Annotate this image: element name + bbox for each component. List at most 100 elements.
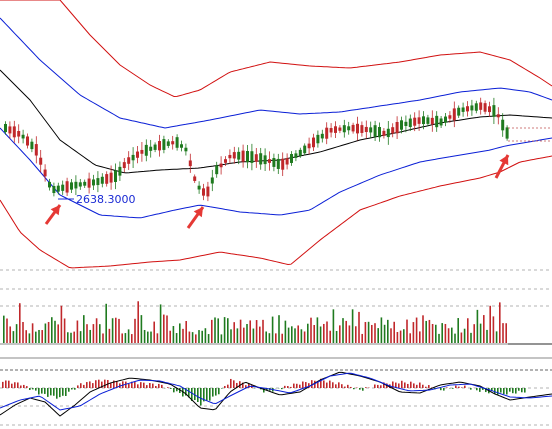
candle-body bbox=[360, 125, 364, 133]
candle-body bbox=[439, 118, 443, 126]
histogram-bar bbox=[161, 384, 163, 388]
volume-bar bbox=[211, 319, 213, 343]
candle-body bbox=[404, 121, 408, 126]
candle-body bbox=[501, 119, 505, 131]
volume-bar bbox=[118, 318, 120, 343]
histogram-bar bbox=[341, 384, 343, 388]
candle-body bbox=[338, 127, 342, 131]
histogram-bar bbox=[422, 384, 424, 388]
volume-bar bbox=[483, 315, 485, 343]
candle-body bbox=[219, 163, 223, 168]
candle-body bbox=[276, 158, 280, 169]
volume-bar bbox=[3, 315, 5, 343]
volume-bar bbox=[57, 324, 59, 343]
volume-bar bbox=[403, 329, 405, 343]
histogram-bar bbox=[296, 383, 298, 388]
volume-bar bbox=[79, 331, 82, 343]
histogram-bar bbox=[23, 384, 25, 388]
volume-bar bbox=[227, 318, 229, 343]
volume-bar bbox=[198, 330, 200, 343]
histogram-bar bbox=[74, 388, 76, 390]
volume-bar bbox=[191, 332, 194, 343]
volume-bar bbox=[92, 324, 95, 343]
volume-bar bbox=[438, 333, 440, 343]
candle-body bbox=[351, 124, 355, 132]
histogram-bar bbox=[125, 381, 127, 388]
histogram-bar bbox=[80, 383, 82, 388]
candle-body bbox=[483, 103, 487, 112]
histogram-bar bbox=[137, 384, 139, 388]
candle-body bbox=[43, 169, 47, 177]
oscillator-panel bbox=[0, 357, 552, 426]
candle-body bbox=[56, 185, 60, 192]
volume-bar bbox=[83, 315, 85, 343]
candle-body bbox=[131, 154, 135, 161]
volume-bar bbox=[137, 301, 139, 343]
candle-body bbox=[197, 185, 201, 190]
volume-bar bbox=[19, 303, 21, 343]
histogram-bar bbox=[404, 382, 406, 388]
red-up-arrow-icon bbox=[193, 207, 203, 218]
histogram-bar bbox=[308, 383, 310, 388]
candle-body bbox=[166, 141, 170, 146]
volume-bar bbox=[172, 326, 175, 343]
volume-bar bbox=[329, 330, 331, 343]
volume-bar bbox=[460, 332, 463, 343]
histogram-bar bbox=[509, 388, 511, 392]
histogram-bar bbox=[263, 388, 265, 393]
volume-bar bbox=[163, 314, 165, 343]
candle-body bbox=[298, 149, 302, 156]
histogram-bar bbox=[506, 388, 508, 395]
histogram-bar bbox=[92, 383, 94, 388]
histogram-bar bbox=[419, 382, 421, 388]
histogram-bar bbox=[374, 384, 376, 388]
histogram-bar bbox=[407, 383, 409, 388]
histogram-bar bbox=[83, 384, 85, 388]
candle-body bbox=[8, 126, 12, 134]
volume-bar bbox=[35, 331, 37, 343]
candle-body bbox=[448, 115, 452, 119]
histogram-bar bbox=[479, 388, 481, 392]
candle-body bbox=[496, 114, 500, 118]
histogram-bar bbox=[239, 381, 241, 388]
candle-body bbox=[78, 182, 82, 187]
candle-body bbox=[206, 186, 210, 197]
histogram-bar bbox=[26, 386, 28, 388]
volume-bar bbox=[339, 325, 341, 343]
volume-bar bbox=[313, 325, 315, 343]
histogram-bar bbox=[392, 381, 394, 388]
histogram-bar bbox=[503, 388, 505, 395]
volume-bar bbox=[326, 321, 328, 343]
histogram-bar bbox=[143, 382, 145, 388]
candle-body bbox=[114, 170, 117, 182]
volume-bar bbox=[12, 331, 15, 343]
volume-bar bbox=[73, 331, 75, 343]
candle-body bbox=[237, 151, 241, 160]
candle-body bbox=[307, 143, 311, 149]
volume-bar bbox=[31, 323, 34, 343]
candle-body bbox=[100, 176, 104, 184]
histogram-bar bbox=[35, 388, 37, 391]
histogram-bar bbox=[167, 387, 169, 388]
volume-bar bbox=[76, 320, 79, 343]
volume-bar bbox=[505, 323, 507, 343]
histogram-bar bbox=[212, 388, 214, 397]
candle-body bbox=[457, 107, 461, 116]
volume-bar bbox=[6, 318, 8, 343]
volume-bar bbox=[169, 330, 171, 343]
candle-body bbox=[188, 160, 192, 167]
volume-bar bbox=[86, 324, 88, 343]
candle-body bbox=[232, 152, 236, 159]
volume-bar bbox=[383, 324, 386, 343]
histogram-bar bbox=[518, 388, 520, 391]
candle-body bbox=[158, 141, 161, 151]
red-up-arrow-icon bbox=[50, 205, 60, 216]
volume-bar bbox=[268, 333, 271, 343]
volume-bar bbox=[492, 316, 495, 343]
volume-bar bbox=[377, 328, 379, 343]
candle-body bbox=[488, 106, 491, 113]
volume-bar bbox=[124, 333, 127, 343]
volume-bar bbox=[415, 317, 418, 343]
histogram-bar bbox=[347, 384, 349, 388]
histogram-bar bbox=[287, 386, 289, 388]
